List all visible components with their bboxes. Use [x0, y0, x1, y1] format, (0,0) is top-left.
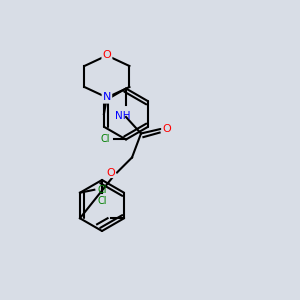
Text: Cl: Cl — [97, 196, 107, 206]
Text: NH: NH — [115, 111, 130, 121]
Text: Cl: Cl — [100, 134, 110, 145]
Text: Cl: Cl — [98, 185, 107, 195]
Text: O: O — [103, 50, 111, 61]
Text: O: O — [107, 167, 116, 178]
Text: N: N — [103, 92, 111, 103]
Text: O: O — [162, 124, 171, 134]
